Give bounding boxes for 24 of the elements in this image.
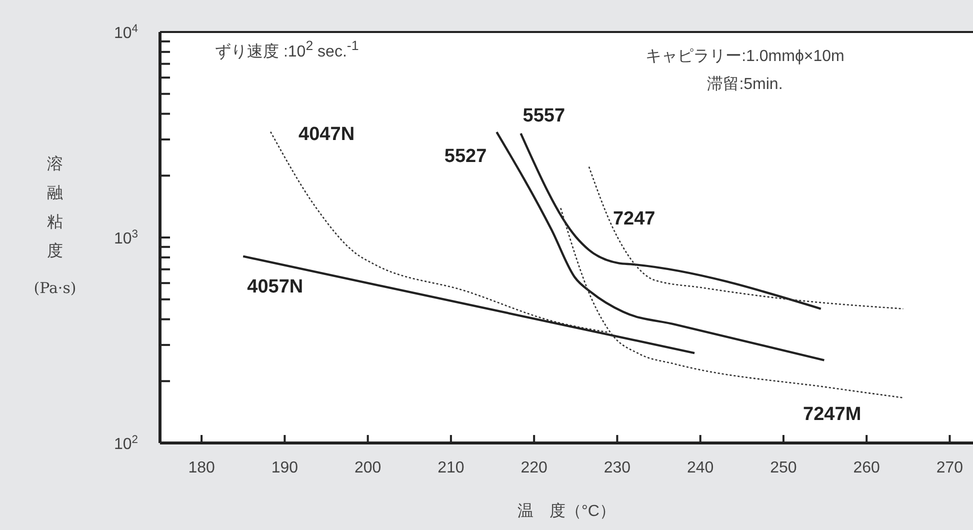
series-label: 5527 — [444, 146, 487, 168]
x-tick-label: 230 — [604, 459, 631, 476]
x-tick-label: 270 — [936, 459, 964, 476]
annotation: キャピラリー:1.0mmϕ×10m — [644, 47, 846, 67]
x-tick-label: 260 — [853, 459, 880, 476]
series-label: 4057N — [247, 276, 304, 298]
x-tick-label: 220 — [520, 459, 548, 476]
annotation: ずり速度 :10$^{2}$ sec.$^{-1}$ — [215, 38, 359, 62]
series-label: 5557 — [522, 105, 566, 126]
y-axis-title: 溶融粘度 (Pa·s) — [32, 154, 78, 299]
x-tick-label: 190 — [271, 459, 298, 476]
y-tick-label: 10$^{4}$ — [114, 23, 138, 42]
annotation: 滞留:5min. — [706, 74, 784, 95]
x-axis-title: 温 度（°C） — [518, 502, 616, 520]
y-tick-label: 10$^{3}$ — [114, 228, 138, 248]
x-tick-label: 180 — [188, 459, 216, 476]
series-label: 7247 — [612, 208, 656, 230]
x-tick-label: 200 — [354, 459, 382, 476]
x-tick-label: 240 — [686, 459, 714, 476]
x-tick-label: 210 — [438, 459, 464, 476]
y-tick-label: 10$^{2}$ — [114, 434, 138, 453]
series-label: 7247M — [803, 404, 862, 425]
x-tick-label: 250 — [770, 459, 797, 476]
series-label: 4047N — [298, 124, 355, 145]
